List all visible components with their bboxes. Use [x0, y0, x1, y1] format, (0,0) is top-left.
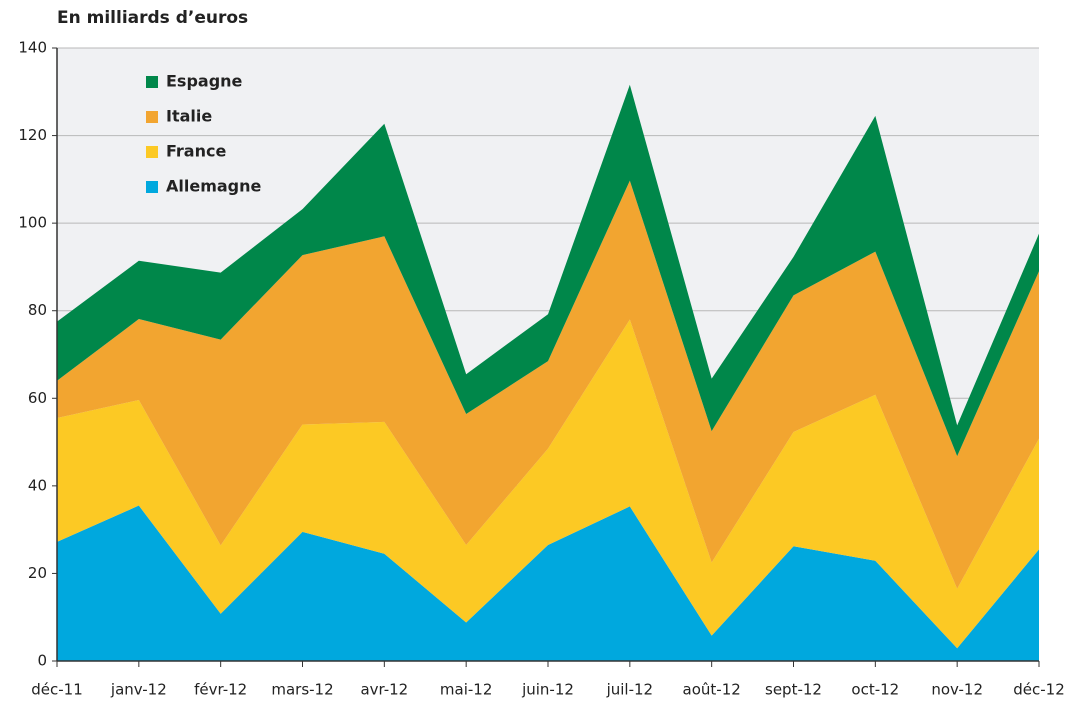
- area: [57, 180, 1039, 589]
- x-tick-label: févr-12: [194, 681, 247, 699]
- x-tick-label: janv-12: [110, 681, 167, 699]
- y-tick-label: 80: [28, 301, 47, 319]
- x-tick-label: mars-12: [271, 681, 333, 699]
- x-tick-label: mai-12: [440, 681, 492, 699]
- y-tick-label: 60: [28, 389, 47, 407]
- y-tick-label: 20: [28, 564, 47, 582]
- y-tick-label: 140: [18, 39, 47, 57]
- chart-title: En milliards d’euros: [57, 8, 248, 28]
- y-tick-label: 40: [28, 476, 47, 494]
- x-tick-label: déc-11: [31, 681, 83, 699]
- legend-swatch: [146, 181, 158, 193]
- x-tick-label: oct-12: [851, 681, 899, 699]
- area: [57, 84, 1039, 457]
- legend-label: France: [166, 142, 226, 161]
- x-tick-label: nov-12: [931, 681, 983, 699]
- y-tick-label: 0: [37, 652, 47, 670]
- area: [57, 319, 1039, 649]
- legend-label: Italie: [166, 107, 212, 126]
- y-tick-label: 100: [18, 214, 47, 232]
- legend-swatch: [146, 146, 158, 158]
- x-tick-label: sept-12: [765, 681, 822, 699]
- x-tick-label: déc-12: [1013, 681, 1065, 699]
- x-tick-label: août-12: [683, 681, 741, 699]
- x-tick-label: avr-12: [360, 681, 408, 699]
- area: [57, 505, 1039, 661]
- legend-swatch: [146, 111, 158, 123]
- x-tick-label: juin-12: [521, 681, 574, 699]
- legend-label: Allemagne: [166, 177, 262, 196]
- legend-label: Espagne: [166, 72, 243, 91]
- legend-swatch: [146, 76, 158, 88]
- x-tick-label: juil-12: [606, 681, 654, 699]
- y-tick-label: 120: [18, 126, 47, 144]
